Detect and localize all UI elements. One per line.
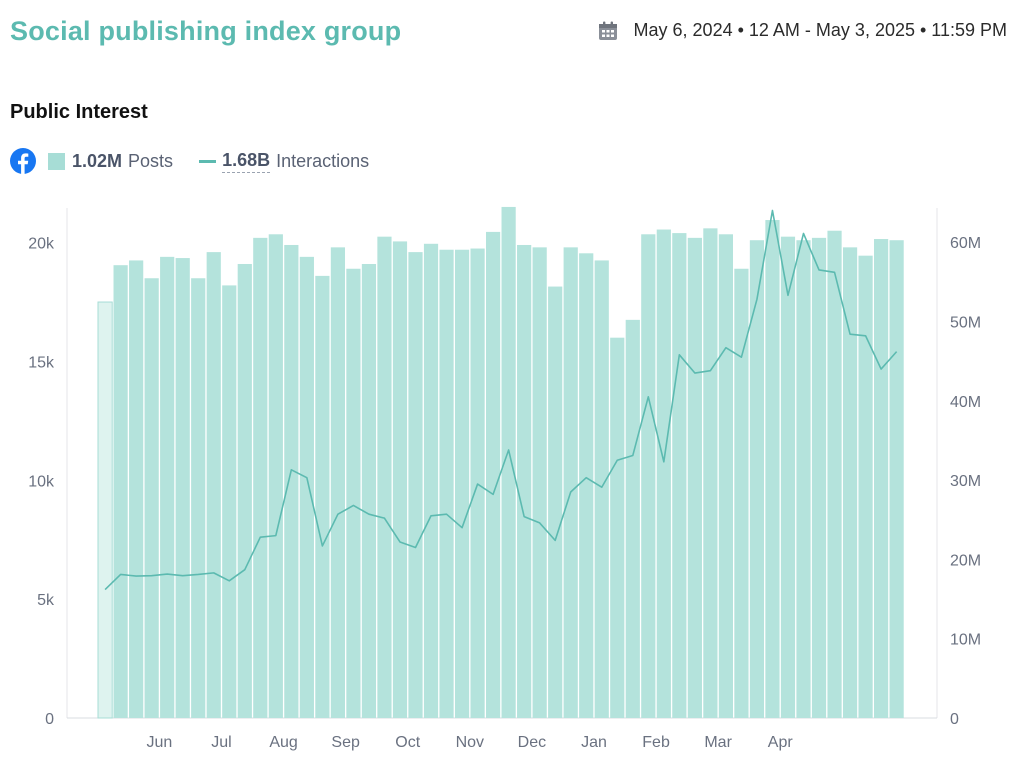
posts-bar[interactable] (206, 252, 221, 719)
posts-bar[interactable] (144, 278, 159, 718)
legend-item-posts[interactable]: 1.02M Posts (48, 151, 173, 172)
posts-bar[interactable] (563, 247, 578, 718)
posts-bar[interactable] (827, 230, 842, 718)
posts-bar[interactable] (377, 236, 392, 718)
x-tick-label: Dec (518, 734, 546, 751)
posts-bar[interactable] (842, 247, 858, 718)
legend-item-interactions[interactable]: 1.68B Interactions (199, 150, 369, 173)
posts-total: 1.02M (72, 150, 123, 171)
posts-bar[interactable] (330, 247, 345, 718)
date-range-picker[interactable]: May 6, 2024 • 12 AM - May 3, 2025 • 11:5… (598, 20, 1007, 41)
interactions-swatch (199, 159, 217, 163)
y-right-tick-label: 60M (950, 235, 981, 252)
interactions-total[interactable]: 1.68B (222, 150, 271, 173)
posts-bar[interactable] (858, 255, 873, 719)
interactions-label: Interactions (276, 150, 370, 171)
posts-bar[interactable] (889, 240, 904, 718)
posts-bar[interactable] (811, 237, 827, 718)
posts-bar[interactable] (392, 241, 408, 718)
posts-bar[interactable] (315, 275, 330, 718)
y-right-tick-label: 30M (950, 473, 981, 490)
x-tick-label: Aug (269, 734, 297, 751)
y-left-tick-label: 10k (28, 473, 55, 490)
posts-bar[interactable] (672, 233, 687, 718)
posts-bar[interactable] (97, 301, 113, 719)
y-left-tick-label: 0 (45, 711, 54, 728)
y-right-tick-label: 10M (950, 632, 981, 649)
date-range-label[interactable]: May 6, 2024 • 12 AM - May 3, 2025 • 11:5… (633, 20, 1007, 40)
posts-bar[interactable] (423, 243, 439, 718)
posts-bar[interactable] (408, 252, 423, 719)
y-right-tick-label: 40M (950, 394, 981, 411)
x-tick-label: Apr (768, 734, 794, 751)
posts-bar[interactable] (501, 206, 516, 718)
posts-bar[interactable] (439, 249, 454, 719)
interactions-line[interactable] (104, 209, 898, 591)
posts-bar[interactable] (625, 319, 640, 718)
y-right-tick-label: 0 (950, 711, 959, 728)
posts-bar[interactable] (532, 247, 547, 718)
posts-bar[interactable] (160, 256, 175, 718)
posts-bar[interactable] (517, 244, 532, 719)
y-left-tick-label: 5k (37, 592, 55, 609)
posts-bar[interactable] (299, 256, 314, 718)
header: Social publishing index group May 6, 202… (10, 14, 1007, 54)
posts-bar[interactable] (129, 260, 144, 718)
posts-bar[interactable] (610, 337, 625, 718)
posts-bar[interactable] (765, 220, 780, 718)
posts-bar[interactable] (734, 268, 749, 718)
posts-bar[interactable] (874, 239, 889, 718)
posts-bar[interactable] (222, 285, 237, 718)
posts-swatch (48, 152, 65, 170)
posts-bar[interactable] (579, 253, 594, 719)
posts-bar[interactable] (268, 234, 283, 718)
posts-bar[interactable] (548, 286, 563, 718)
posts-bar[interactable] (361, 263, 377, 718)
page-title: Social publishing index group (10, 16, 402, 46)
posts-bar[interactable] (594, 260, 609, 718)
chart-legend: 1.02M Posts 1.68B Interactions (10, 148, 395, 174)
posts-bar[interactable] (175, 258, 190, 718)
y-left-tick-label: 20k (28, 236, 55, 253)
posts-bar[interactable] (641, 234, 656, 718)
posts-bar[interactable] (113, 265, 128, 718)
posts-bar[interactable] (656, 229, 671, 718)
y-right-tick-label: 50M (950, 315, 981, 332)
posts-bar[interactable] (346, 268, 361, 718)
facebook-icon (10, 148, 36, 174)
x-tick-label: Jun (147, 734, 173, 751)
posts-label: Posts (128, 150, 174, 171)
x-tick-label: Jul (211, 734, 231, 751)
posts-bar[interactable] (780, 236, 796, 718)
posts-bar[interactable] (253, 237, 268, 718)
x-tick-label: Sep (331, 734, 360, 751)
x-tick-label: Nov (456, 734, 484, 751)
posts-bar[interactable] (191, 278, 206, 718)
x-tick-label: Jan (581, 734, 607, 751)
section-title: Public Interest (10, 101, 148, 123)
posts-bar[interactable] (703, 228, 718, 718)
x-tick-label: Oct (395, 734, 420, 751)
posts-bar[interactable] (486, 231, 501, 718)
public-interest-chart: 0 5k 10k 15k 20k 0 10M 20M 30M 40M 50M 60M Jun Jul Aug… (28, 206, 981, 751)
y-right-tick-label: 20M (950, 552, 981, 569)
posts-bar[interactable] (687, 237, 702, 718)
posts-bar[interactable] (454, 249, 470, 719)
posts-bar[interactable] (796, 240, 811, 718)
x-tick-label: Mar (704, 734, 732, 751)
posts-bar[interactable] (237, 263, 252, 718)
y-left-tick-label: 15k (28, 354, 55, 371)
x-tick-label: Feb (642, 734, 670, 751)
posts-bar[interactable] (749, 240, 765, 718)
calendar-icon[interactable] (598, 21, 618, 41)
posts-bar[interactable] (284, 244, 299, 719)
posts-bar[interactable] (718, 234, 733, 718)
